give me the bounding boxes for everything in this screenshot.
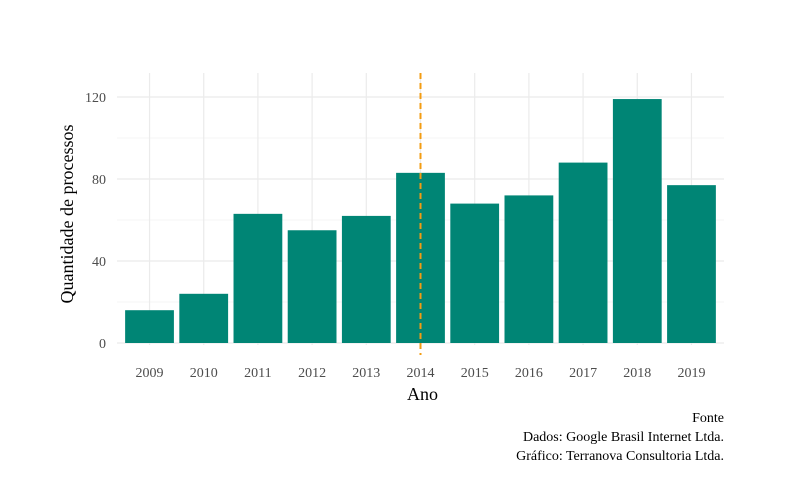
y-tick-label: 40: [92, 255, 106, 270]
caption-line-data: Dados: Google Brasil Internet Ltda.: [522, 430, 724, 445]
y-tick-label: 0: [99, 337, 106, 352]
bars: [125, 99, 716, 343]
y-tick-label: 120: [85, 91, 106, 106]
x-axis-title: Ano: [407, 384, 438, 404]
bar-2019: [667, 185, 716, 343]
x-tick-label: 2019: [677, 366, 705, 381]
bar-2013: [341, 215, 391, 343]
x-tick-label: 2011: [244, 366, 271, 381]
y-tick-label: 80: [92, 173, 106, 188]
bar-2015: [450, 203, 500, 343]
x-tick-labels: 2009 2010 2011 2012 2013 2014 2015 2016 2017 2018…: [136, 366, 706, 381]
x-tick-label: 2017: [569, 366, 597, 381]
bar-2018: [612, 99, 662, 343]
caption-line-source: Fonte: [692, 411, 724, 426]
x-tick-label: 2009: [136, 366, 164, 381]
bar-2016: [504, 195, 554, 343]
x-tick-label: 2016: [515, 366, 543, 381]
bar-2012: [287, 230, 337, 343]
x-tick-label: 2010: [190, 366, 218, 381]
x-tick-label: 2012: [298, 366, 326, 381]
x-tick-label: 2015: [461, 366, 489, 381]
bar-2017: [558, 162, 608, 343]
bar-2010: [179, 293, 229, 343]
bar-2011: [233, 213, 283, 343]
x-tick-label: 2013: [352, 366, 380, 381]
bar-2009: [125, 310, 174, 343]
x-tick-label: 2018: [623, 366, 651, 381]
source-caption: Fonte Dados: Google Brasil Internet Ltda…: [516, 409, 724, 466]
y-axis-title: Quantidade de processos: [57, 125, 77, 304]
caption-line-chart: Gráfico: Terranova Consultoria Ltda.: [516, 449, 724, 464]
y-tick-labels: 0 40 80 120: [85, 91, 106, 352]
x-tick-label: 2014: [407, 366, 435, 381]
